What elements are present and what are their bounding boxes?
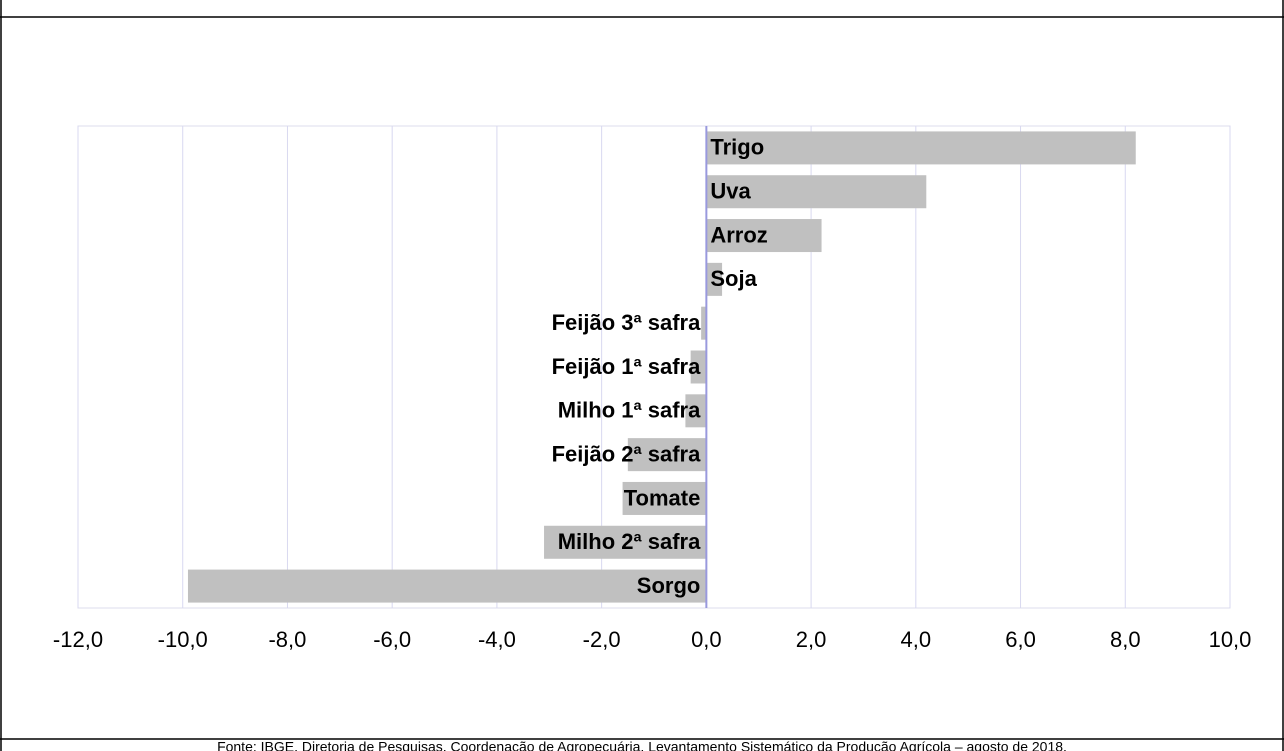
x-tick-label: 2,0 — [796, 627, 827, 652]
bar — [706, 131, 1136, 165]
x-tick-label: 4,0 — [901, 627, 932, 652]
bar — [187, 569, 707, 603]
x-tick-label: -2,0 — [583, 627, 621, 652]
bar — [685, 394, 707, 428]
bar — [706, 262, 723, 296]
x-tick-label: -6,0 — [373, 627, 411, 652]
x-tick-label: 0,0 — [691, 627, 722, 652]
x-tick-label: -4,0 — [478, 627, 516, 652]
bar — [627, 438, 707, 472]
category-label: Feijão 3ª safra — [552, 310, 702, 335]
category-label: Milho 1ª safra — [558, 398, 701, 423]
category-label: Tomate — [624, 485, 701, 510]
x-tick-label: -8,0 — [268, 627, 306, 652]
bar — [701, 306, 707, 340]
category-label: Trigo — [710, 135, 764, 160]
x-tick-label: -10,0 — [158, 627, 208, 652]
category-label: Feijão 1ª safra — [552, 354, 702, 379]
category-label: Feijão 2ª safra — [552, 441, 702, 466]
source-note: Fonte: IBGE, Diretoria de Pesquisas, Coo… — [217, 739, 1067, 751]
x-tick-label: 10,0 — [1209, 627, 1252, 652]
x-tick-label: -12,0 — [53, 627, 103, 652]
bar — [706, 219, 822, 253]
bar — [706, 175, 927, 209]
bar — [622, 481, 707, 515]
bar — [690, 350, 707, 384]
category-label: Milho 2ª safra — [558, 529, 701, 554]
category-label: Sorgo — [637, 573, 701, 598]
x-tick-label: 6,0 — [1005, 627, 1036, 652]
category-label: Soja — [710, 266, 757, 291]
x-tick-label: 8,0 — [1110, 627, 1141, 652]
category-label: Arroz — [710, 222, 767, 247]
category-label: Uva — [710, 179, 751, 204]
bar — [544, 525, 707, 559]
